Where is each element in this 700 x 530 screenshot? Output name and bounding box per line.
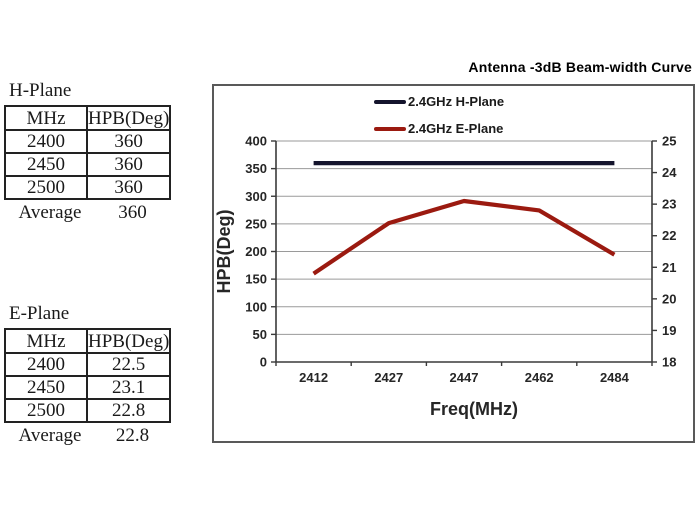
h-plane-hpb-cell: 360 (85, 175, 172, 200)
e-plane-average-label: Average (18, 425, 82, 446)
e-plane-title: E-Plane (9, 303, 70, 324)
e-plane-average-value: 22.8 (115, 425, 150, 446)
e-plane-freq-cell: 2450 (4, 375, 88, 400)
table-row: 2500 360 (4, 175, 172, 200)
h-plane-title: H-Plane (9, 80, 72, 101)
h-plane-hpb-cell: 360 (85, 129, 172, 154)
h-plane-average-row: Average 360 (4, 202, 171, 224)
right-axis-tick-label: 23 (662, 197, 676, 212)
legend-item-h-plane: 2.4GHz H-Plane (374, 88, 504, 115)
e-plane-average-row: Average 22.8 (4, 425, 171, 447)
legend-label-h-plane: 2.4GHz H-Plane (408, 94, 505, 109)
right-axis-tick-label: 20 (662, 291, 676, 306)
x-axis-tick-label: 2484 (600, 370, 630, 385)
x-axis-tick-label: 2412 (299, 370, 328, 385)
left-axis-tick-label: 0 (260, 355, 267, 370)
legend-item-e-plane: 2.4GHz E-Plane (374, 115, 504, 142)
e-plane-freq-cell: 2500 (4, 398, 88, 423)
h-plane-header-row: MHz HPB(Deg) (4, 105, 172, 131)
x-axis-tick-label: 2462 (525, 370, 554, 385)
beam-width-plot: 400 350 300 250 200 150 100 50 0 25 24 23 22 21 20 19 18… (214, 134, 677, 420)
left-axis-tick-label: 350 (245, 161, 267, 176)
right-axis-tick-label: 24 (662, 165, 677, 180)
left-axis-tick-label: 50 (253, 327, 267, 342)
legend-label-e-plane: 2.4GHz E-Plane (408, 121, 504, 136)
e-plane-table: MHz HPB(Deg) 2400 22.5 2450 23.1 2500 22… (4, 328, 172, 423)
h-plane-header-hpb: HPB(Deg) (85, 105, 172, 131)
left-axis-tick-label: 250 (245, 216, 267, 231)
table-row: 2450 23.1 (4, 375, 172, 400)
e-plane-freq-cell: 2400 (4, 352, 88, 377)
h-plane-line-swatch (374, 99, 406, 104)
e-plane-hpb-cell: 22.8 (85, 398, 172, 423)
chart-title: Antenna -3dB Beam-width Curve (468, 59, 692, 75)
left-axis-tick-label: 150 (245, 272, 267, 287)
right-axis-tick-label: 18 (662, 355, 676, 370)
h-plane-table: MHz HPB(Deg) 2400 360 2450 360 2500 360 (4, 105, 172, 200)
left-axis-tick-label: 200 (245, 244, 267, 259)
e-plane-header-mhz: MHz (4, 328, 88, 354)
x-axis-tick-label: 2447 (450, 370, 479, 385)
left-axis-tick-label: 100 (245, 299, 267, 314)
table-row: 2450 360 (4, 152, 172, 177)
e-plane-section: E-Plane MHz HPB(Deg) 2400 22.5 2450 23.1… (4, 303, 172, 447)
h-plane-average-label: Average (18, 202, 82, 223)
e-plane-header-row: MHz HPB(Deg) (4, 328, 172, 354)
table-row: 2400 360 (4, 129, 172, 154)
y-axis-title: HPB(Deg) (214, 209, 234, 293)
chart-area: 2.4GHz H-Plane 2.4GHz E-Plane 400 350 300 2… (212, 84, 695, 443)
e-plane-hpb-cell: 23.1 (85, 375, 172, 400)
chart-legend: 2.4GHz H-Plane 2.4GHz E-Plane (374, 88, 504, 142)
e-plane-hpb-cell: 22.5 (85, 352, 172, 377)
h-plane-section: H-Plane MHz HPB(Deg) 2400 360 2450 360 2… (4, 80, 172, 224)
h-plane-freq-cell: 2450 (4, 152, 88, 177)
h-plane-hpb-cell: 360 (85, 152, 172, 177)
h-plane-average-value: 360 (118, 202, 147, 223)
e-plane-header-hpb: HPB(Deg) (85, 328, 172, 354)
x-axis-title: Freq(MHz) (430, 399, 518, 419)
right-axis-tick-label: 21 (662, 260, 676, 275)
table-row: 2500 22.8 (4, 398, 172, 423)
left-axis-tick-label: 400 (245, 134, 267, 149)
right-axis-tick-label: 19 (662, 323, 676, 338)
h-plane-freq-cell: 2500 (4, 175, 88, 200)
right-axis-tick-label: 25 (662, 134, 676, 149)
e-plane-line-swatch (374, 126, 406, 131)
right-axis-tick-label: 22 (662, 228, 676, 243)
h-plane-header-mhz: MHz (4, 105, 88, 131)
x-axis-tick-label: 2427 (374, 370, 403, 385)
e-plane-series-line (312, 198, 616, 276)
table-row: 2400 22.5 (4, 352, 172, 377)
left-axis-tick-label: 300 (245, 189, 267, 204)
h-plane-freq-cell: 2400 (4, 129, 88, 154)
